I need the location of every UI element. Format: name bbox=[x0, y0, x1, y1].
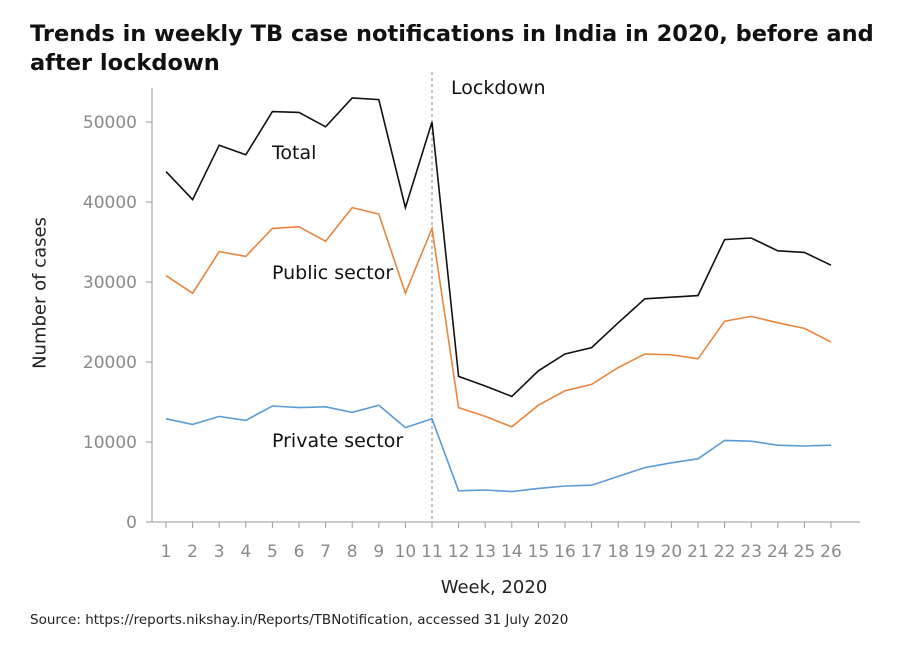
x-tick-label: 11 bbox=[421, 542, 443, 562]
x-tick-label: 14 bbox=[501, 542, 523, 562]
series-label-private-sector: Private sector bbox=[272, 430, 403, 452]
x-tick-label: 8 bbox=[347, 542, 358, 562]
y-tick-label: 50000 bbox=[83, 113, 137, 133]
x-tick-label: 3 bbox=[214, 542, 225, 562]
x-tick-label: 10 bbox=[395, 542, 417, 562]
x-tick-label: 4 bbox=[240, 542, 251, 562]
x-tick-label: 20 bbox=[661, 542, 683, 562]
x-tick-label: 18 bbox=[607, 542, 629, 562]
series-line-private-sector bbox=[165, 404, 832, 493]
y-tick-label: 40000 bbox=[83, 193, 137, 213]
x-tick-label: 6 bbox=[294, 542, 305, 562]
x-tick-label: 2 bbox=[187, 542, 198, 562]
chart-title: Trends in weekly TB case notifications i… bbox=[30, 21, 874, 76]
x-tick-label: 9 bbox=[373, 542, 384, 562]
series-line-public-sector bbox=[165, 206, 832, 428]
x-tick-label: 23 bbox=[740, 542, 762, 562]
x-tick-label: 16 bbox=[554, 542, 576, 562]
x-tick-label: 12 bbox=[448, 542, 470, 562]
x-tick-label: 26 bbox=[820, 542, 842, 562]
lockdown-label: Lockdown bbox=[451, 77, 546, 99]
x-tick-label: 17 bbox=[581, 542, 603, 562]
series-line-total bbox=[165, 97, 832, 398]
x-tick-label: 24 bbox=[767, 542, 789, 562]
x-tick-label: 1 bbox=[161, 542, 172, 562]
x-tick-label: 19 bbox=[634, 542, 656, 562]
x-tick-label: 21 bbox=[687, 542, 709, 562]
x-axis-label: Week, 2020 bbox=[440, 577, 548, 598]
x-tick-label: 5 bbox=[267, 542, 278, 562]
series-label-total: Total bbox=[271, 142, 316, 164]
y-tick-label: 30000 bbox=[83, 273, 137, 293]
y-tick-label: 0 bbox=[126, 513, 137, 533]
x-tick-label: 15 bbox=[528, 542, 550, 562]
x-tick-label: 22 bbox=[714, 542, 736, 562]
y-tick-label: 10000 bbox=[83, 433, 137, 453]
x-tick-label: 7 bbox=[320, 542, 331, 562]
x-tick-label: 25 bbox=[794, 542, 816, 562]
source-note: Source: https://reports.nikshay.in/Repor… bbox=[30, 612, 569, 628]
y-tick-label: 20000 bbox=[83, 353, 137, 373]
series-label-public-sector: Public sector bbox=[272, 262, 393, 284]
x-tick-label: 13 bbox=[474, 542, 496, 562]
